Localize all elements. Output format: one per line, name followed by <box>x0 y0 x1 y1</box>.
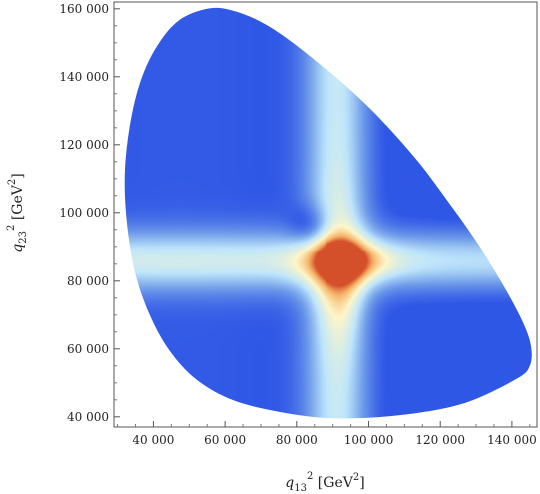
plot-frame <box>113 1 538 428</box>
y-tick-label: 80 000 <box>67 274 109 288</box>
x-tick-label: 40 000 <box>132 433 174 447</box>
y-tick-label: 100 000 <box>59 206 109 220</box>
y-tick-label: 120 000 <box>59 138 109 152</box>
x-tick-label: 80 000 <box>276 433 318 447</box>
y-axis-title: q232 [GeV2] <box>6 173 29 252</box>
y-tick-label: 160 000 <box>59 2 109 16</box>
x-tick-label: 60 000 <box>204 433 246 447</box>
x-tick-label: 140 000 <box>487 433 537 447</box>
y-axis: 40 000 60 000 80 000 100 000 120 000 140 000 1… <box>59 2 120 424</box>
x-axis: 40 000 60 000 80 000 100 000 120 000 140 000 <box>117 421 537 447</box>
y-tick-label: 140 000 <box>59 70 109 84</box>
x-axis-title: q132 [GeV2] <box>285 471 364 494</box>
x-tick-label: 100 000 <box>344 433 394 447</box>
y-tick-label: 40 000 <box>67 410 109 424</box>
y-tick-label: 60 000 <box>67 342 109 356</box>
x-tick-label: 120 000 <box>415 433 465 447</box>
